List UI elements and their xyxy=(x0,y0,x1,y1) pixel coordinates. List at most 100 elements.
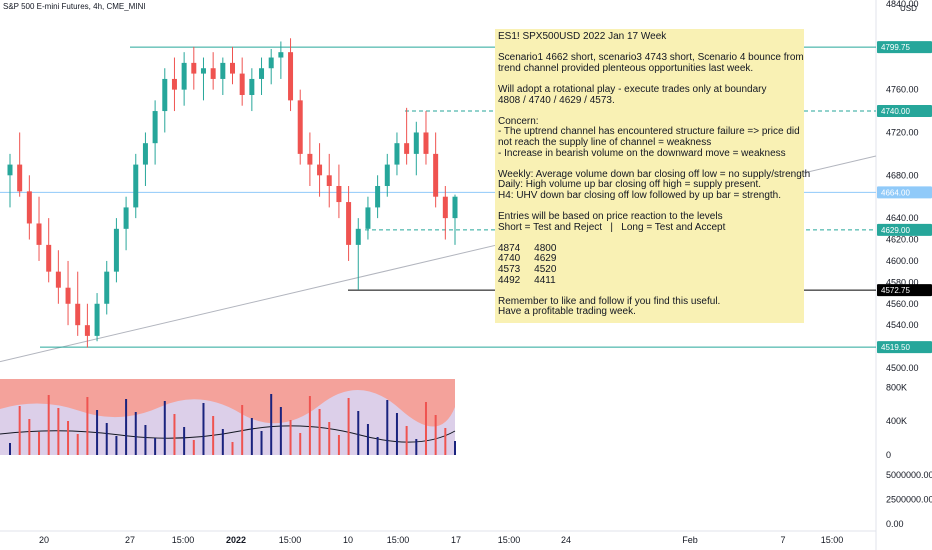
candle xyxy=(55,250,61,304)
volume-bar xyxy=(289,420,292,455)
analysis-note[interactable]: ES1! SPX500USD 2022 Jan 17 Week Scenario1… xyxy=(495,29,811,323)
candle xyxy=(7,153,13,208)
volume-bar xyxy=(221,429,224,455)
note-line: 4573 4520 xyxy=(498,264,557,276)
level-label: 4740.00 xyxy=(881,107,910,116)
candle xyxy=(113,218,119,283)
candle xyxy=(336,164,342,219)
note-line: Short = Test and Reject | Long = Test an… xyxy=(498,221,726,233)
candle-body xyxy=(288,52,294,101)
candle-body xyxy=(46,244,52,272)
volume-bar xyxy=(96,410,99,455)
candle xyxy=(278,41,284,79)
candle-body xyxy=(346,202,352,245)
candle xyxy=(413,121,419,176)
candle xyxy=(307,132,313,186)
volume-bar xyxy=(454,441,456,455)
volume-bar xyxy=(241,405,244,455)
volume-band xyxy=(0,389,455,455)
note-line: Weekly: Average volume down bar closing … xyxy=(498,168,811,180)
price-tick-label: 4500.00 xyxy=(886,363,919,373)
candle xyxy=(268,48,274,85)
volume-bar xyxy=(76,434,79,455)
candle-body xyxy=(384,164,390,186)
candle xyxy=(404,107,410,165)
candle xyxy=(346,186,352,261)
candle xyxy=(94,293,100,342)
time-tick-label: 20 xyxy=(39,535,49,545)
volume-bar xyxy=(183,427,186,455)
candle-body xyxy=(55,271,61,288)
level-label: 4519.50 xyxy=(881,343,910,352)
note-line: Will adopt a rotational play - execute t… xyxy=(498,83,767,95)
volume-bar xyxy=(366,424,369,455)
note-line: 4492 4411 xyxy=(498,274,556,286)
volume-bar xyxy=(105,423,108,455)
note-line: trend channel provided plenteous opportu… xyxy=(498,62,754,74)
volume-bar xyxy=(67,421,70,455)
indicator-tick-label: 0.00 xyxy=(886,519,904,529)
candle xyxy=(46,218,52,283)
note-line: Scenario1 4662 short, scenario3 4743 sho… xyxy=(498,52,804,64)
candle xyxy=(452,194,458,245)
candle-body xyxy=(181,62,187,90)
candle-body xyxy=(326,175,332,186)
candle-body xyxy=(7,164,13,176)
volume-bar xyxy=(173,414,176,455)
candle-body xyxy=(94,303,100,336)
price-tick-label: 4540.00 xyxy=(886,320,919,330)
candle-body xyxy=(142,143,148,165)
volume-bar xyxy=(357,411,360,455)
candle xyxy=(123,196,129,251)
candle xyxy=(104,260,110,315)
price-tick-label: 4560.00 xyxy=(886,299,919,309)
candle-body xyxy=(307,153,313,165)
candle-body xyxy=(404,143,410,154)
volume-bar xyxy=(125,399,128,455)
time-tick-label: 2022 xyxy=(226,535,246,545)
level-label: 4572.75 xyxy=(881,286,910,295)
candle xyxy=(355,218,361,290)
candle xyxy=(65,260,71,326)
candle xyxy=(230,46,235,85)
price-tick-label: 4720.00 xyxy=(886,127,919,137)
volume-bar xyxy=(231,442,234,455)
note-line: H4: UHV down bar closing off low followe… xyxy=(498,189,782,201)
volume-bar xyxy=(270,394,273,455)
candle-body xyxy=(355,228,361,245)
volume-bar xyxy=(18,406,21,455)
volume-pane: 800K 400K 0 xyxy=(0,379,907,460)
time-tick-label: 15:00 xyxy=(387,535,410,545)
volume-bar xyxy=(86,397,89,455)
note-line: Have a profitable trading week. xyxy=(498,306,636,318)
candle xyxy=(384,153,390,197)
candle-body xyxy=(210,68,216,79)
candle-body xyxy=(171,78,177,90)
level-label: 4664.00 xyxy=(881,188,910,197)
volume-bar xyxy=(405,426,408,455)
candle-body xyxy=(239,73,245,95)
candle-body xyxy=(17,164,23,192)
volume-bar xyxy=(134,412,137,455)
currency-badge[interactable]: USD xyxy=(900,4,917,13)
volume-bar xyxy=(376,437,379,455)
candle-body xyxy=(230,62,235,74)
candle-body xyxy=(152,111,158,144)
volume-bar xyxy=(444,428,447,455)
price-tick-label: 4600.00 xyxy=(886,256,919,266)
volume-bar xyxy=(386,400,389,455)
candle xyxy=(433,132,439,208)
price-tick-label: 4680.00 xyxy=(886,170,919,180)
time-tick-label: 17 xyxy=(451,535,461,545)
volume-bar xyxy=(192,440,195,455)
level-label: 4799.75 xyxy=(881,43,910,52)
note-line: 4740 4629 xyxy=(498,253,557,265)
candle xyxy=(365,196,371,240)
indicator-tick-label: 2500000.00 xyxy=(886,494,932,504)
volume-bar xyxy=(212,416,215,455)
note-line: - The uptrend channel has encountered st… xyxy=(498,126,800,138)
candle-body xyxy=(375,186,381,208)
note-line xyxy=(498,106,804,117)
time-tick-label: Feb xyxy=(682,535,698,545)
